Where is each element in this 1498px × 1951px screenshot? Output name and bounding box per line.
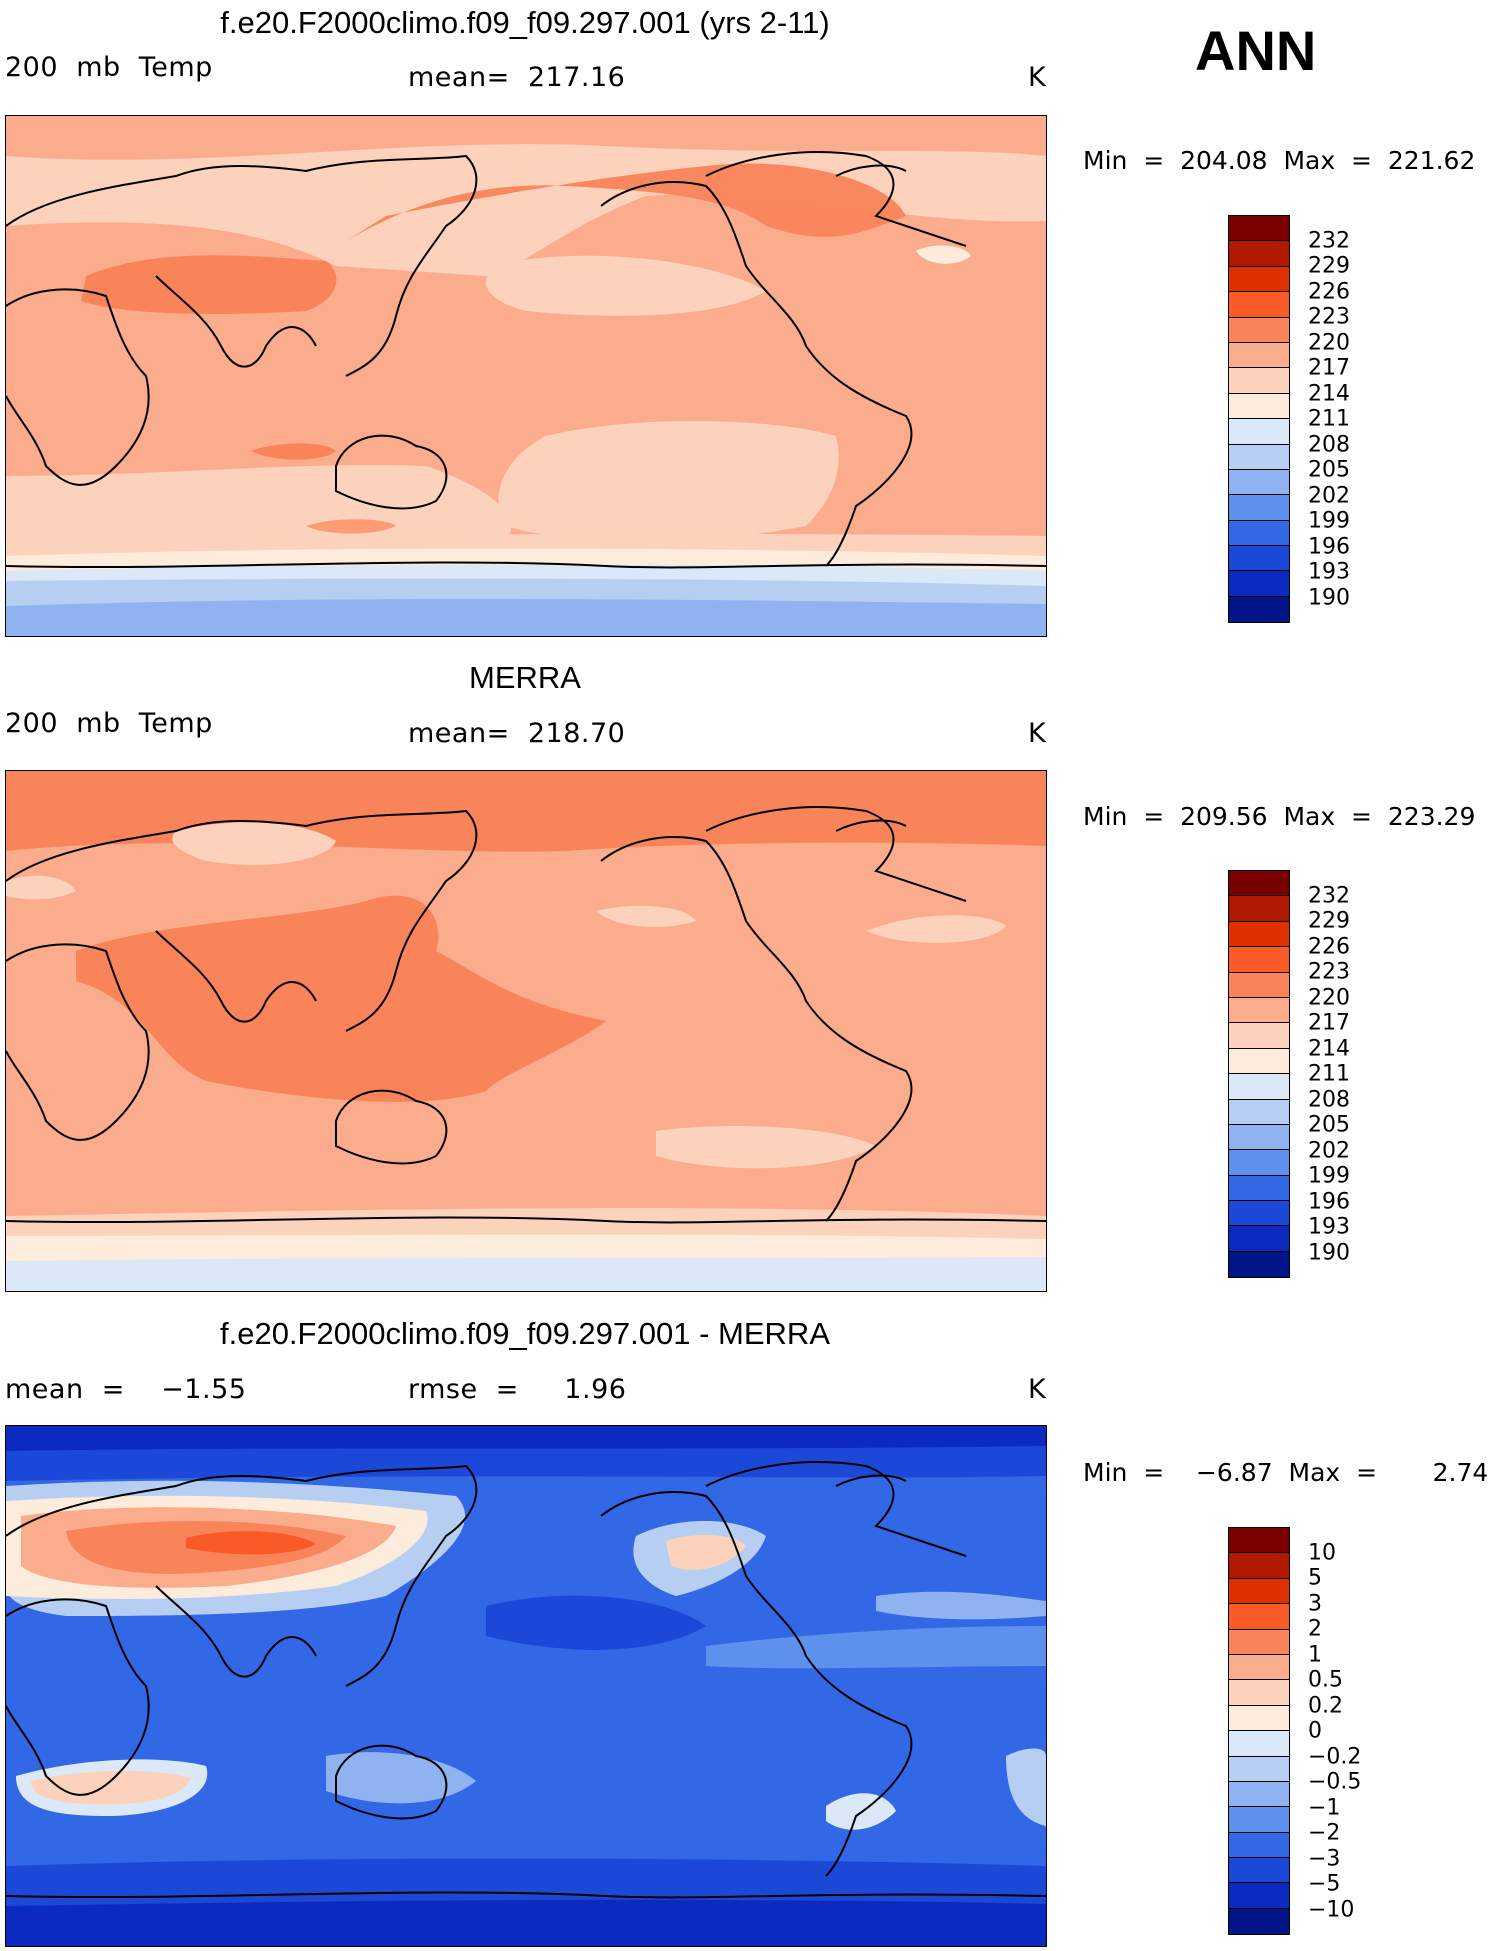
- colorbar-tick-label: 0.2: [1308, 1693, 1343, 1719]
- panel1-colorbar-swatches: [1228, 215, 1290, 624]
- season-label: ANN: [1195, 19, 1317, 82]
- colorbar-tick-label: 208: [1308, 432, 1350, 458]
- colorbar-tick-label: 226: [1308, 934, 1350, 960]
- colorbar-tick-label: 1: [1308, 1642, 1322, 1668]
- colorbar-tick-label: 10: [1308, 1540, 1336, 1566]
- colorbar-tick-label: 217: [1308, 1010, 1350, 1036]
- panel1-contour-field: [6, 116, 1046, 636]
- colorbar-tick-label: −1: [1308, 1795, 1341, 1821]
- colorbar-tick-label: −2: [1308, 1820, 1341, 1846]
- colorbar-tick-label: 223: [1308, 959, 1350, 985]
- colorbar-tick-label: 0: [1308, 1718, 1322, 1744]
- colorbar-tick-label: 232: [1308, 883, 1350, 909]
- colorbar-tick-label: 5: [1308, 1565, 1322, 1591]
- colorbar-tick-label: 220: [1308, 985, 1350, 1011]
- panel1-variable-label: 200 mb Temp: [5, 52, 213, 83]
- panel2-variable-label: 200 mb Temp: [5, 708, 213, 739]
- panel2-title: MERRA: [469, 660, 581, 695]
- panel2-contour-field: [6, 771, 1046, 1291]
- panel1-minmax: Min = 204.08 Max = 221.62: [1083, 146, 1476, 175]
- panel3-title: f.e20.F2000climo.f09_f09.297.001 - MERRA: [219, 1316, 830, 1351]
- colorbar-tick-label: 193: [1308, 1214, 1350, 1240]
- colorbar-tick-label: 193: [1308, 559, 1350, 585]
- panel3-minmax: Min = −6.87 Max = 2.74: [1083, 1458, 1489, 1487]
- colorbar-tick-label: 229: [1308, 908, 1350, 934]
- colorbar-tick-label: 220: [1308, 330, 1350, 356]
- colorbar-tick-label: 199: [1308, 1163, 1350, 1189]
- colorbar-tick-label: 208: [1308, 1087, 1350, 1113]
- colorbar-tick-label: 214: [1308, 381, 1350, 407]
- panel3-colorbar-swatches: [1228, 1527, 1290, 1936]
- panel2-mean-label: mean= 218.70: [408, 718, 626, 749]
- panel3-rmse-label: rmse = 1.96: [408, 1374, 627, 1405]
- colorbar-tick-label: 205: [1308, 457, 1350, 483]
- colorbar-tick-label: 205: [1308, 1112, 1350, 1138]
- colorbar-tick-label: 190: [1308, 585, 1350, 611]
- colorbar-tick-label: −5: [1308, 1871, 1341, 1897]
- colorbar-tick-label: −10: [1308, 1897, 1355, 1923]
- colorbar-tick-label: 232: [1308, 228, 1350, 254]
- colorbar-tick-label: 3: [1308, 1591, 1322, 1617]
- colorbar-tick-label: 229: [1308, 253, 1350, 279]
- colorbar-tick-label: −0.2: [1308, 1744, 1362, 1770]
- colorbar-tick-label: 196: [1308, 1189, 1350, 1215]
- panel3-map: [5, 1425, 1047, 1947]
- colorbar-tick-label: 0.5: [1308, 1667, 1343, 1693]
- panel1-units: K: [1028, 62, 1047, 93]
- colorbar-tick-label: −0.5: [1308, 1769, 1362, 1795]
- colorbar-tick-label: 202: [1308, 483, 1350, 509]
- colorbar-tick-label: 196: [1308, 534, 1350, 560]
- panel1-mean-label: mean= 217.16: [408, 62, 626, 93]
- colorbar-tick-label: 190: [1308, 1240, 1350, 1266]
- panel3-mean-label: mean = −1.55: [5, 1374, 247, 1405]
- panel2-colorbar-swatches: [1228, 870, 1290, 1279]
- colorbar-tick-label: −3: [1308, 1846, 1341, 1872]
- colorbar-tick-label: 2: [1308, 1616, 1322, 1642]
- colorbar-tick-label: 199: [1308, 508, 1350, 534]
- colorbar-tick-label: 214: [1308, 1036, 1350, 1062]
- colorbar-tick-label: 223: [1308, 304, 1350, 330]
- panel3-contour-field: [6, 1426, 1046, 1946]
- colorbar-tick-label: 217: [1308, 355, 1350, 381]
- panel2-units: K: [1028, 718, 1047, 749]
- panel1-title: f.e20.F2000climo.f09_f09.297.001 (yrs 2-…: [220, 5, 830, 40]
- colorbar-tick-label: 211: [1308, 406, 1350, 432]
- colorbar-tick-label: 226: [1308, 279, 1350, 305]
- panel2-map: [5, 770, 1047, 1292]
- panel3-units: K: [1028, 1374, 1047, 1405]
- panel1-map: [5, 115, 1047, 637]
- panel2-minmax: Min = 209.56 Max = 223.29: [1083, 802, 1476, 831]
- colorbar-tick-label: 211: [1308, 1061, 1350, 1087]
- colorbar-tick-label: 202: [1308, 1138, 1350, 1164]
